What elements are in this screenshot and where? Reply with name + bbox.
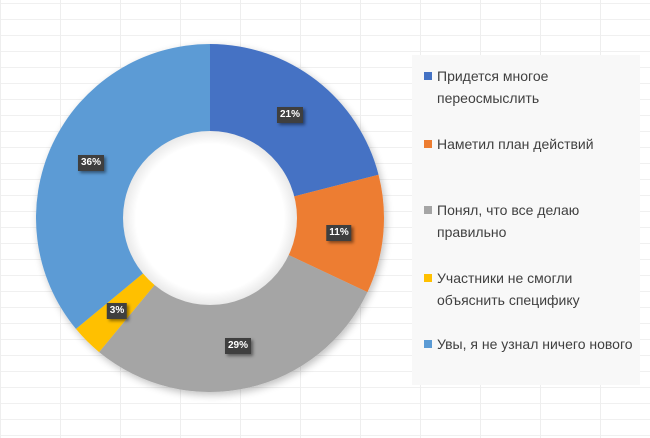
legend-item-2: Наметил план действий [424, 133, 638, 155]
legend-swatch-icon [424, 72, 432, 80]
legend-label: Увы, я не узнал ничего нового [437, 336, 633, 352]
donut-hole [123, 131, 297, 305]
legend-swatch-icon [424, 206, 432, 214]
legend-item-5: Увы, я не узнал ничего нового [424, 333, 638, 355]
donut-slice-5 [35, 44, 210, 329]
donut-slice-3 [99, 218, 368, 393]
chart-legend: Придется многое переосмыслить Наметил пла… [412, 55, 640, 385]
data-label-slice-1: 21% [276, 107, 304, 123]
legend-item-3: Понял, что все делаю правильно [424, 199, 638, 243]
legend-label: Понял, что все делаю правильно [437, 202, 580, 240]
legend-item-4: Участники не смогли объяснить специфику [424, 267, 638, 311]
data-label-slice-3: 29% [224, 338, 252, 354]
legend-item-1: Придется многое переосмыслить [424, 65, 638, 109]
legend-label: Участники не смогли объяснить специфику [437, 270, 580, 308]
data-label-slice-4: 3% [106, 303, 128, 319]
data-label-slice-2: 11% [326, 225, 352, 241]
legend-label: Наметил план действий [437, 136, 594, 152]
legend-label: Придется многое переосмыслить [437, 68, 549, 106]
legend-swatch-icon [424, 140, 432, 148]
donut-slice-2 [210, 174, 384, 293]
legend-swatch-icon [424, 340, 432, 348]
data-label-slice-5: 36% [77, 155, 105, 171]
legend-swatch-icon [424, 274, 432, 282]
